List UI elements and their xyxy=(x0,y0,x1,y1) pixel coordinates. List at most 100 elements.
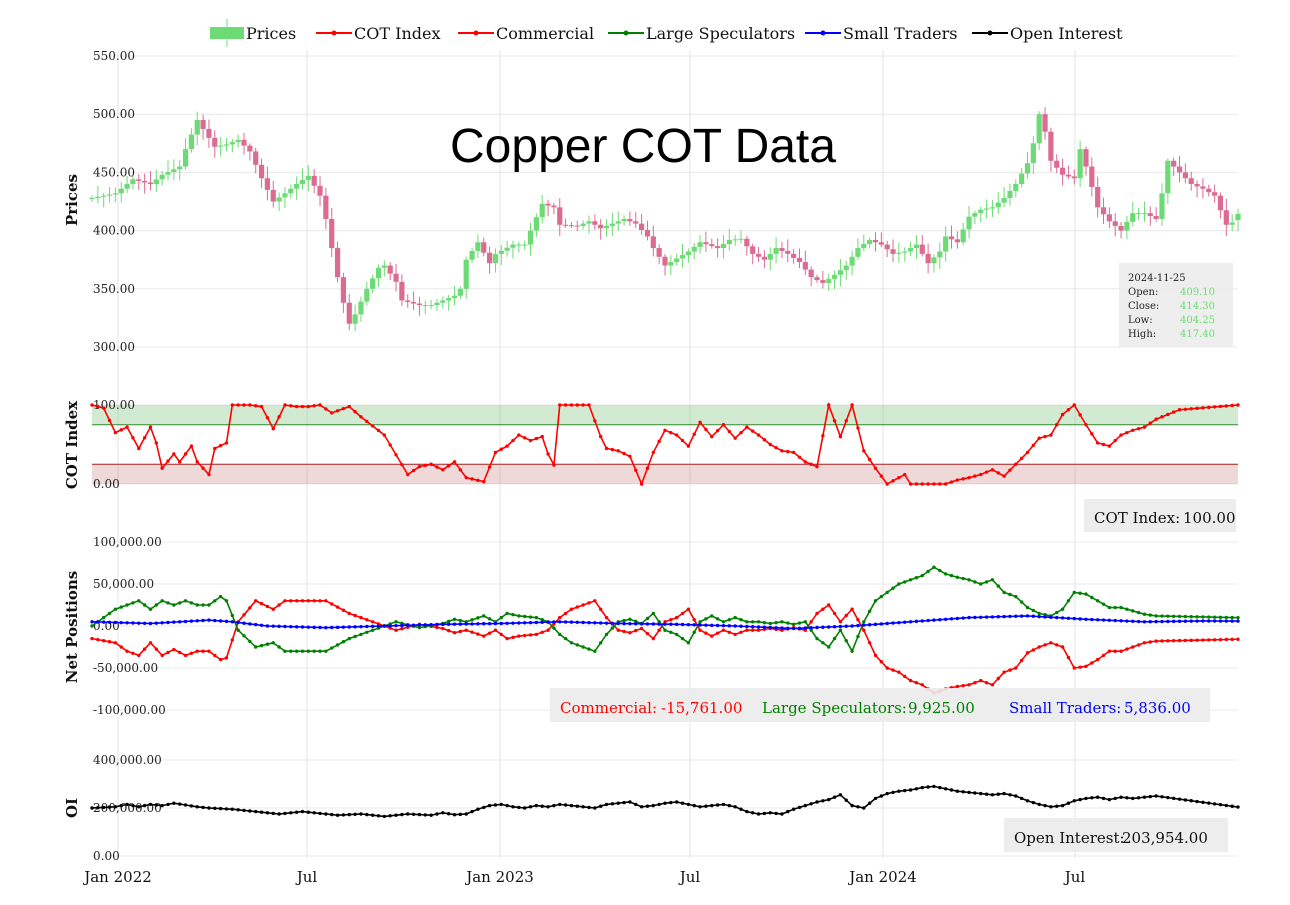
cot-index-point xyxy=(663,428,667,432)
legend-label: COT Index xyxy=(354,24,440,43)
candle-body xyxy=(1147,213,1153,217)
candle-body xyxy=(1001,198,1007,203)
open-interest-point xyxy=(651,803,656,808)
cot-index-point xyxy=(265,415,270,420)
legend-item-small-traders[interactable]: Small Traders xyxy=(805,24,957,43)
small-traders-point xyxy=(90,620,94,624)
small-traders-point xyxy=(797,626,802,630)
open-interest-point xyxy=(131,803,135,808)
candle-body xyxy=(188,134,194,150)
large-speculators-point xyxy=(897,582,901,586)
open-interest-point xyxy=(686,802,691,807)
candle-body xyxy=(282,193,288,198)
open-interest-point xyxy=(382,814,387,819)
small-traders-point xyxy=(324,625,328,630)
legend-item-cot-index[interactable]: COT Index xyxy=(316,24,440,43)
candle-body xyxy=(317,185,323,196)
small-traders-point xyxy=(1019,614,1024,618)
open-interest-point xyxy=(908,788,913,792)
commercial-point xyxy=(1224,637,1229,642)
large-speculators-point xyxy=(1131,609,1135,613)
legend-item-open-interest[interactable]: Open Interest xyxy=(972,24,1123,43)
open-interest-point xyxy=(417,812,422,817)
candle-body xyxy=(358,301,364,315)
candle-body xyxy=(697,242,703,247)
legend-item-commercial[interactable]: Commercial xyxy=(458,24,594,43)
cot-index-point xyxy=(406,472,410,477)
small-traders-point xyxy=(739,624,743,628)
candle-body xyxy=(685,251,691,256)
commercial-point xyxy=(1078,665,1082,669)
cot-index-point xyxy=(1218,404,1223,409)
large-speculators-point xyxy=(1008,592,1012,597)
small-traders-point xyxy=(1031,614,1036,618)
cot-index-point xyxy=(885,482,889,486)
small-traders-point xyxy=(335,625,340,630)
commercial-point xyxy=(838,620,843,624)
cot-index-point xyxy=(1131,428,1135,432)
cot-index-point xyxy=(224,441,229,445)
commercial-point xyxy=(96,637,100,642)
cot-index-point xyxy=(324,407,328,411)
small-traders-point xyxy=(756,625,761,629)
legend[interactable]: Prices COT Index Commercial Large Speculato… xyxy=(210,19,1123,47)
small-traders-point xyxy=(815,625,819,630)
cot-index-point xyxy=(160,466,164,470)
small-traders-point xyxy=(908,620,913,624)
large-speculators-point xyxy=(148,607,153,611)
cot-index-point xyxy=(189,444,194,448)
candle-body xyxy=(861,243,867,249)
large-speculators-point xyxy=(651,611,656,616)
commercial-point xyxy=(680,611,685,616)
hover-low-value: 404.25 xyxy=(1180,315,1215,326)
open-interest-box: Open Interest: 203,954.00 xyxy=(1004,818,1228,852)
cot-index-point xyxy=(844,419,848,423)
open-interest-point xyxy=(259,810,264,814)
legend-item-large-speculators[interactable]: Large Speculators xyxy=(608,24,795,43)
cot-index-point xyxy=(973,474,977,478)
open-interest-point xyxy=(1019,796,1024,801)
commercial-point xyxy=(166,650,170,655)
small-traders-point xyxy=(1218,619,1223,623)
open-interest-point xyxy=(107,805,112,809)
open-interest-point xyxy=(821,799,825,803)
candle-body xyxy=(276,197,282,202)
open-interest-point xyxy=(230,807,235,811)
small-traders-point xyxy=(692,623,696,627)
large-speculators-point xyxy=(715,617,720,621)
small-traders-point xyxy=(587,620,591,625)
commercial-point xyxy=(137,653,141,658)
small-traders-point xyxy=(856,623,860,628)
commercial-point xyxy=(195,649,199,653)
large-speculators-point xyxy=(154,603,159,607)
commercial-point xyxy=(984,681,989,685)
candle-body xyxy=(1077,149,1083,179)
candle-body xyxy=(469,250,475,260)
large-speculators-point xyxy=(1090,595,1094,600)
candle-body xyxy=(533,217,539,231)
candle-body xyxy=(598,224,604,229)
cot-index-point xyxy=(248,403,252,407)
open-interest-point xyxy=(710,803,714,808)
legend-swatch-marker xyxy=(987,30,993,36)
cot-index-point xyxy=(1224,404,1229,408)
cot-index-point xyxy=(961,477,965,481)
open-interest-point xyxy=(634,802,638,807)
legend-item-prices[interactable]: Prices xyxy=(210,19,296,47)
small-traders-point xyxy=(1189,619,1193,623)
open-interest-point xyxy=(464,812,468,816)
open-interest-point xyxy=(1066,801,1071,805)
small-traders-point xyxy=(727,624,732,628)
cot-index-point xyxy=(1148,421,1152,425)
candle-body xyxy=(627,218,633,222)
small-traders-point xyxy=(575,620,579,625)
open-interest-point xyxy=(873,796,878,801)
cot-index-point xyxy=(657,439,661,444)
commercial-point xyxy=(821,607,825,611)
candle-body xyxy=(586,221,592,224)
commercial-point xyxy=(815,611,819,616)
commercial-point xyxy=(739,630,743,634)
large-speculators-point xyxy=(417,625,422,630)
cot-index-point xyxy=(166,459,170,463)
small-traders-point xyxy=(751,625,755,629)
